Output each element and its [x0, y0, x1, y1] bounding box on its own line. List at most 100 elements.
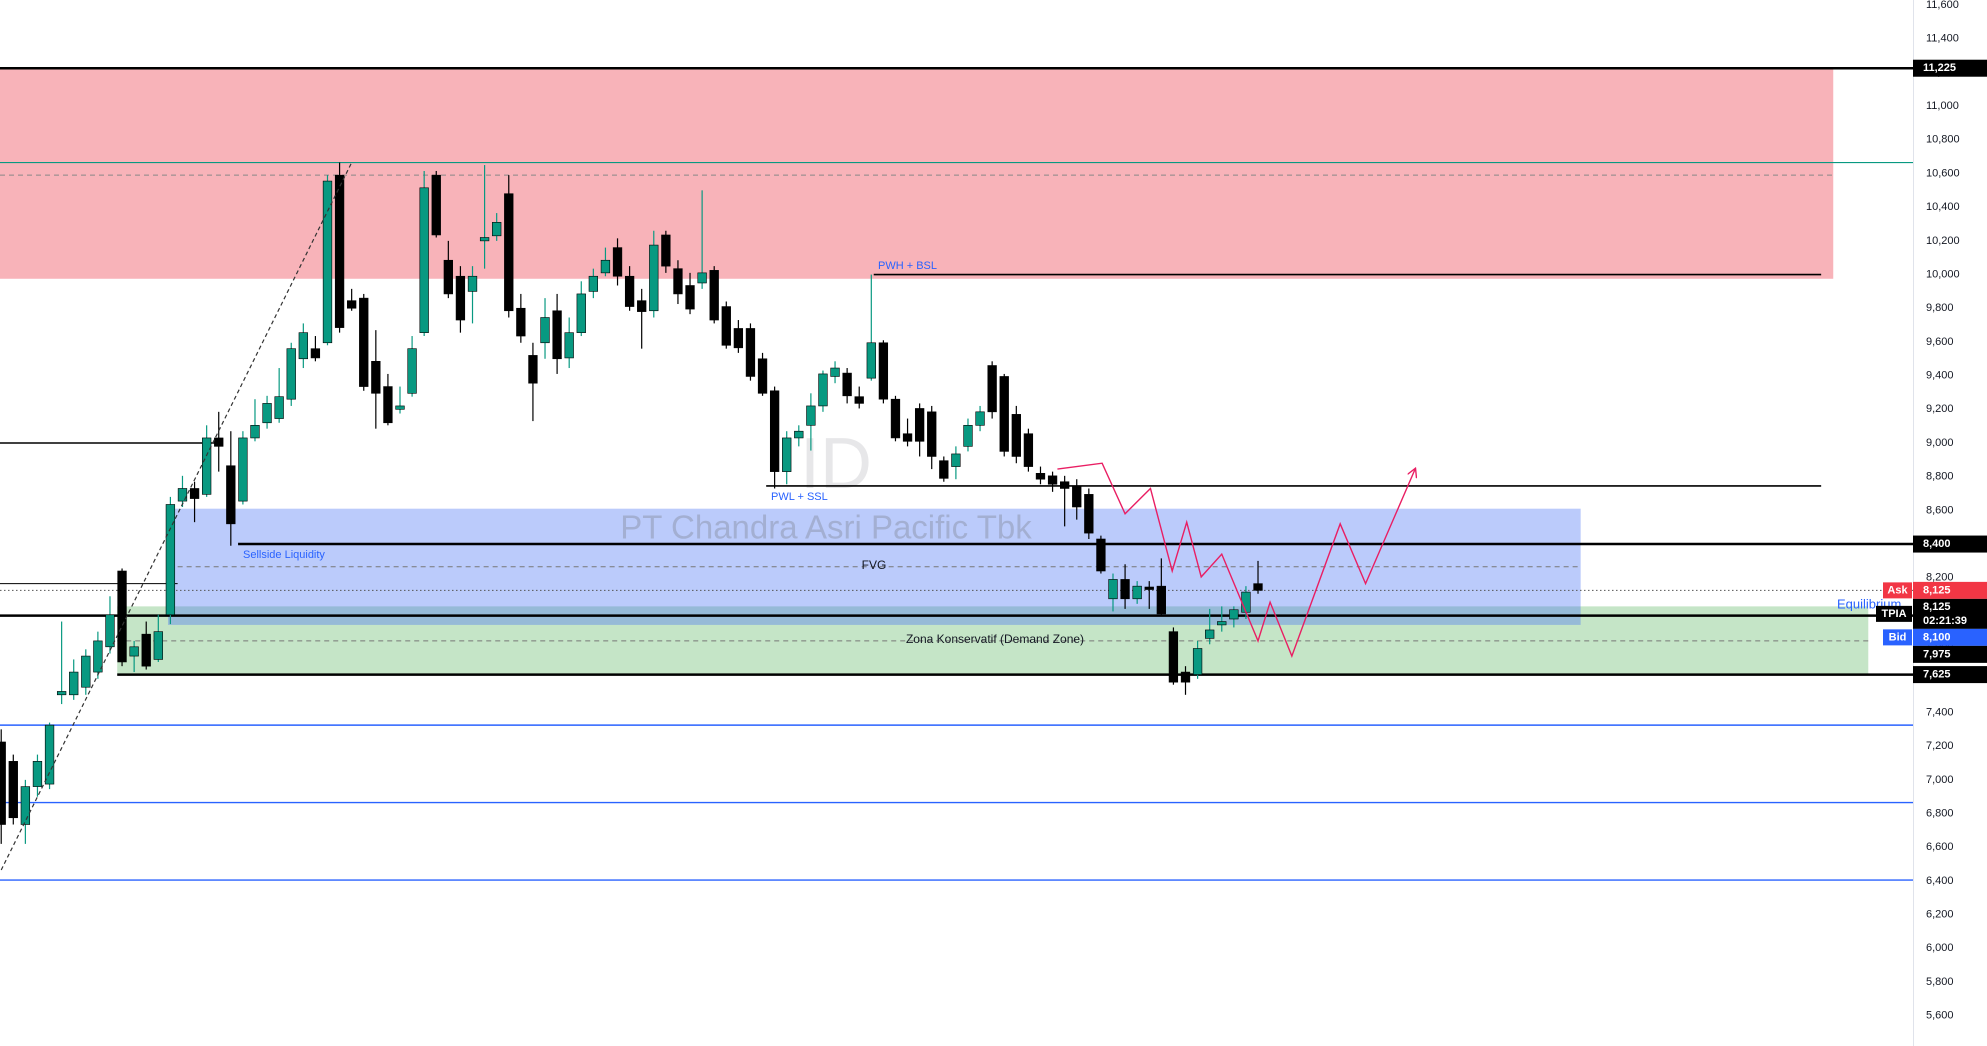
price-axis: 5,600 5,800 6,000 6,200 6,400 6,600 6,800 7,000…	[1926, 0, 1960, 1022]
candle-body	[975, 411, 985, 426]
candle-body	[1047, 475, 1058, 485]
annotation: FVG	[862, 558, 887, 572]
candle-body	[540, 317, 550, 344]
candle-body	[963, 425, 973, 447]
price-badge: 8,100 Bid	[1883, 628, 1987, 646]
candle-body	[637, 300, 647, 312]
price-badge: 8,125 Ask	[1883, 581, 1987, 599]
candle-body	[600, 259, 611, 274]
price-badge: 7,975	[1913, 645, 1987, 663]
candle-body	[999, 376, 1009, 452]
badge-box	[1913, 59, 1987, 77]
candle-body	[479, 237, 490, 242]
candle-body	[661, 234, 671, 267]
candle-body	[854, 396, 864, 404]
y-tick-label: 6,200	[1926, 909, 1954, 921]
price-badge: 8,400	[1913, 535, 1987, 553]
y-tick-label: 9,000	[1926, 437, 1954, 449]
badge-value: 7,625	[1923, 669, 1951, 681]
price-badges: 11,225 8,400 8,125 Ask 8,125 02:21:39 TPIA 8,10…	[1876, 59, 1987, 684]
candle-body	[226, 465, 236, 525]
candle-body	[914, 408, 925, 442]
candle-body	[794, 430, 804, 439]
candle-body	[939, 460, 949, 479]
watermark-symbol: ID	[800, 424, 872, 504]
candle-body	[467, 275, 478, 292]
watermark-name: PT Chandra Asri Pacific Tbk	[620, 509, 1032, 546]
drawings	[0, 162, 1415, 871]
candle-body	[141, 633, 151, 667]
y-tick-label: 9,400	[1926, 370, 1954, 382]
candle-body	[407, 348, 417, 394]
candle-body	[129, 646, 139, 657]
candle-body	[745, 328, 756, 377]
candle-body	[866, 342, 876, 379]
candle-body	[419, 187, 429, 333]
candle-body	[0, 741, 6, 825]
candle-body	[782, 437, 792, 472]
y-tick-label: 5,800	[1926, 976, 1954, 988]
candle-body	[359, 297, 369, 387]
y-tick-label: 10,800	[1926, 134, 1960, 146]
candle-body	[1072, 485, 1082, 508]
y-tick-label: 9,800	[1926, 302, 1954, 314]
price-badge: 8,125 02:21:39 TPIA	[1876, 598, 1987, 629]
candle-body	[987, 365, 997, 413]
candle-body	[1253, 583, 1263, 591]
candle-body	[274, 396, 284, 419]
badge-box	[1913, 645, 1987, 663]
candle-body	[44, 724, 55, 785]
y-tick-label: 7,400	[1926, 706, 1954, 718]
candle-body	[286, 348, 296, 400]
candle-body	[806, 405, 816, 426]
candle-body	[1096, 538, 1106, 572]
candle-body	[298, 332, 308, 360]
annotation: PWH + BSL	[878, 260, 937, 272]
y-tick-label: 10,400	[1926, 201, 1960, 213]
candle-body	[1035, 473, 1046, 480]
candle-body	[1120, 579, 1130, 600]
annotation: Zona Konservatif (Demand Zone)	[906, 632, 1084, 646]
candle-body	[673, 268, 683, 295]
badge-box	[1913, 581, 1987, 599]
y-tick-label: 11,000	[1926, 100, 1959, 112]
y-tick-label: 9,200	[1926, 403, 1954, 415]
candle-body	[81, 655, 91, 688]
y-tick-label: 6,600	[1926, 841, 1954, 853]
badge-tag-box	[1883, 629, 1912, 646]
badge-value: 8,100	[1923, 631, 1951, 643]
candle-body	[371, 360, 381, 394]
badge-value: 11,225	[1923, 62, 1956, 74]
y-tick-label: 6,400	[1926, 875, 1954, 887]
badge-value: 7,975	[1923, 648, 1951, 660]
candle-body	[69, 671, 79, 696]
candle-body	[709, 270, 719, 321]
badge-tag: Bid	[1889, 631, 1907, 643]
candle-body	[1229, 609, 1239, 620]
candle-body	[334, 174, 345, 328]
candle-body	[214, 437, 224, 447]
candle-body	[238, 437, 248, 502]
candle-body	[552, 310, 562, 360]
candle-body	[1156, 585, 1166, 615]
candle-body	[105, 614, 115, 648]
projection-path	[1057, 462, 1415, 659]
badge-value: 8,400	[1923, 538, 1951, 550]
badge-box	[1913, 598, 1987, 629]
candle-body	[1168, 631, 1179, 683]
candle-body	[1108, 579, 1118, 600]
candle-body	[624, 275, 635, 307]
badge-tag: TPIA	[1881, 608, 1906, 620]
candle-body	[576, 293, 586, 333]
y-tick-label: 10,000	[1926, 268, 1960, 280]
candle-body	[1084, 494, 1094, 534]
zones	[0, 68, 1869, 675]
annotation: PWL + SSL	[771, 491, 828, 503]
price-badge: 7,625	[1913, 666, 1987, 684]
candle-body	[721, 306, 731, 346]
candle-body	[20, 786, 31, 825]
candle-body	[528, 355, 538, 384]
candle-body	[443, 259, 453, 295]
candle-body	[1011, 414, 1021, 457]
